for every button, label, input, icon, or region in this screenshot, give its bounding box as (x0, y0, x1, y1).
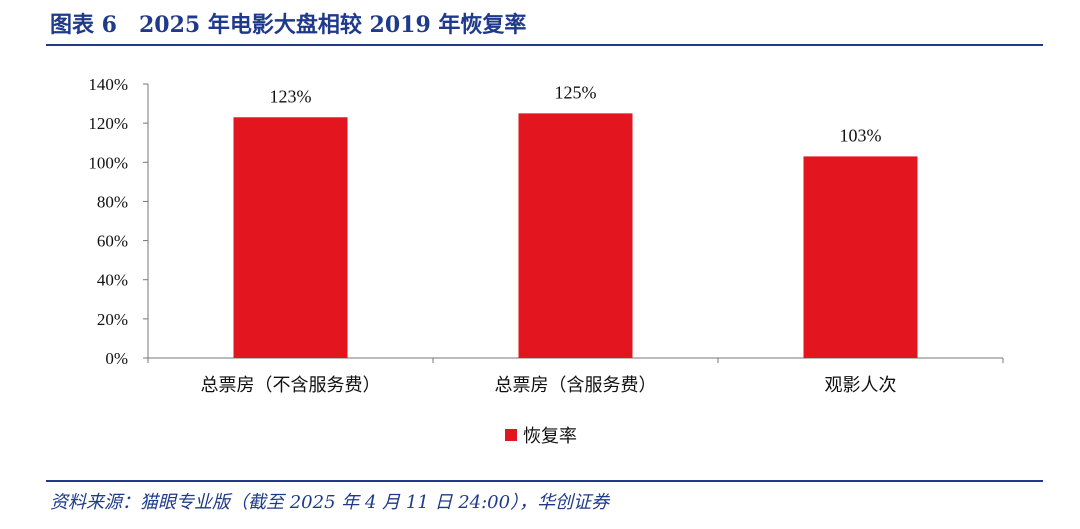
bar (518, 113, 633, 358)
legend-label: 恢复率 (523, 426, 577, 447)
bar (233, 117, 348, 359)
bars: 123% 125% 103% (233, 82, 918, 359)
y-tick-label: 20% (97, 310, 128, 329)
y-tick-label: 100% (88, 153, 128, 172)
x-category-label: 观影人次 (825, 375, 897, 396)
legend-swatch (505, 429, 517, 441)
legend: 恢复率 (505, 426, 577, 447)
y-tick-label: 120% (88, 114, 128, 133)
data-label: 103% (840, 125, 882, 145)
y-tick-label: 40% (97, 271, 128, 290)
y-axis: 0% 20% 40% 60% 80% 100% 120% 140% (88, 75, 149, 368)
source-rule (46, 480, 1043, 482)
figure-title: 图表 6 2025 年电影大盘相较 2019 年恢复率 (50, 12, 527, 38)
y-tick-label: 140% (88, 75, 128, 94)
title-rule (46, 44, 1043, 46)
y-tick-label: 0% (105, 349, 128, 368)
x-axis: 总票房（不含服务费） 总票房（含服务费） 观影人次 (147, 357, 1004, 396)
x-category-label: 总票房（不含服务费） (201, 375, 381, 396)
bar (803, 156, 918, 358)
y-tick-label: 80% (97, 192, 128, 211)
data-label: 123% (270, 86, 312, 106)
y-tick-label: 60% (97, 232, 128, 251)
bar-chart: 0%20%40%60%80%100%120%140% 总票房（不含服务费） 总票房… (88, 75, 1004, 447)
data-label: 125% (555, 82, 597, 102)
x-category-label: 总票房（含服务费） (495, 375, 657, 396)
source-note: 资料来源：猫眼专业版（截至 2025 年 4 月 11 日 24:00），华创证… (50, 492, 610, 513)
